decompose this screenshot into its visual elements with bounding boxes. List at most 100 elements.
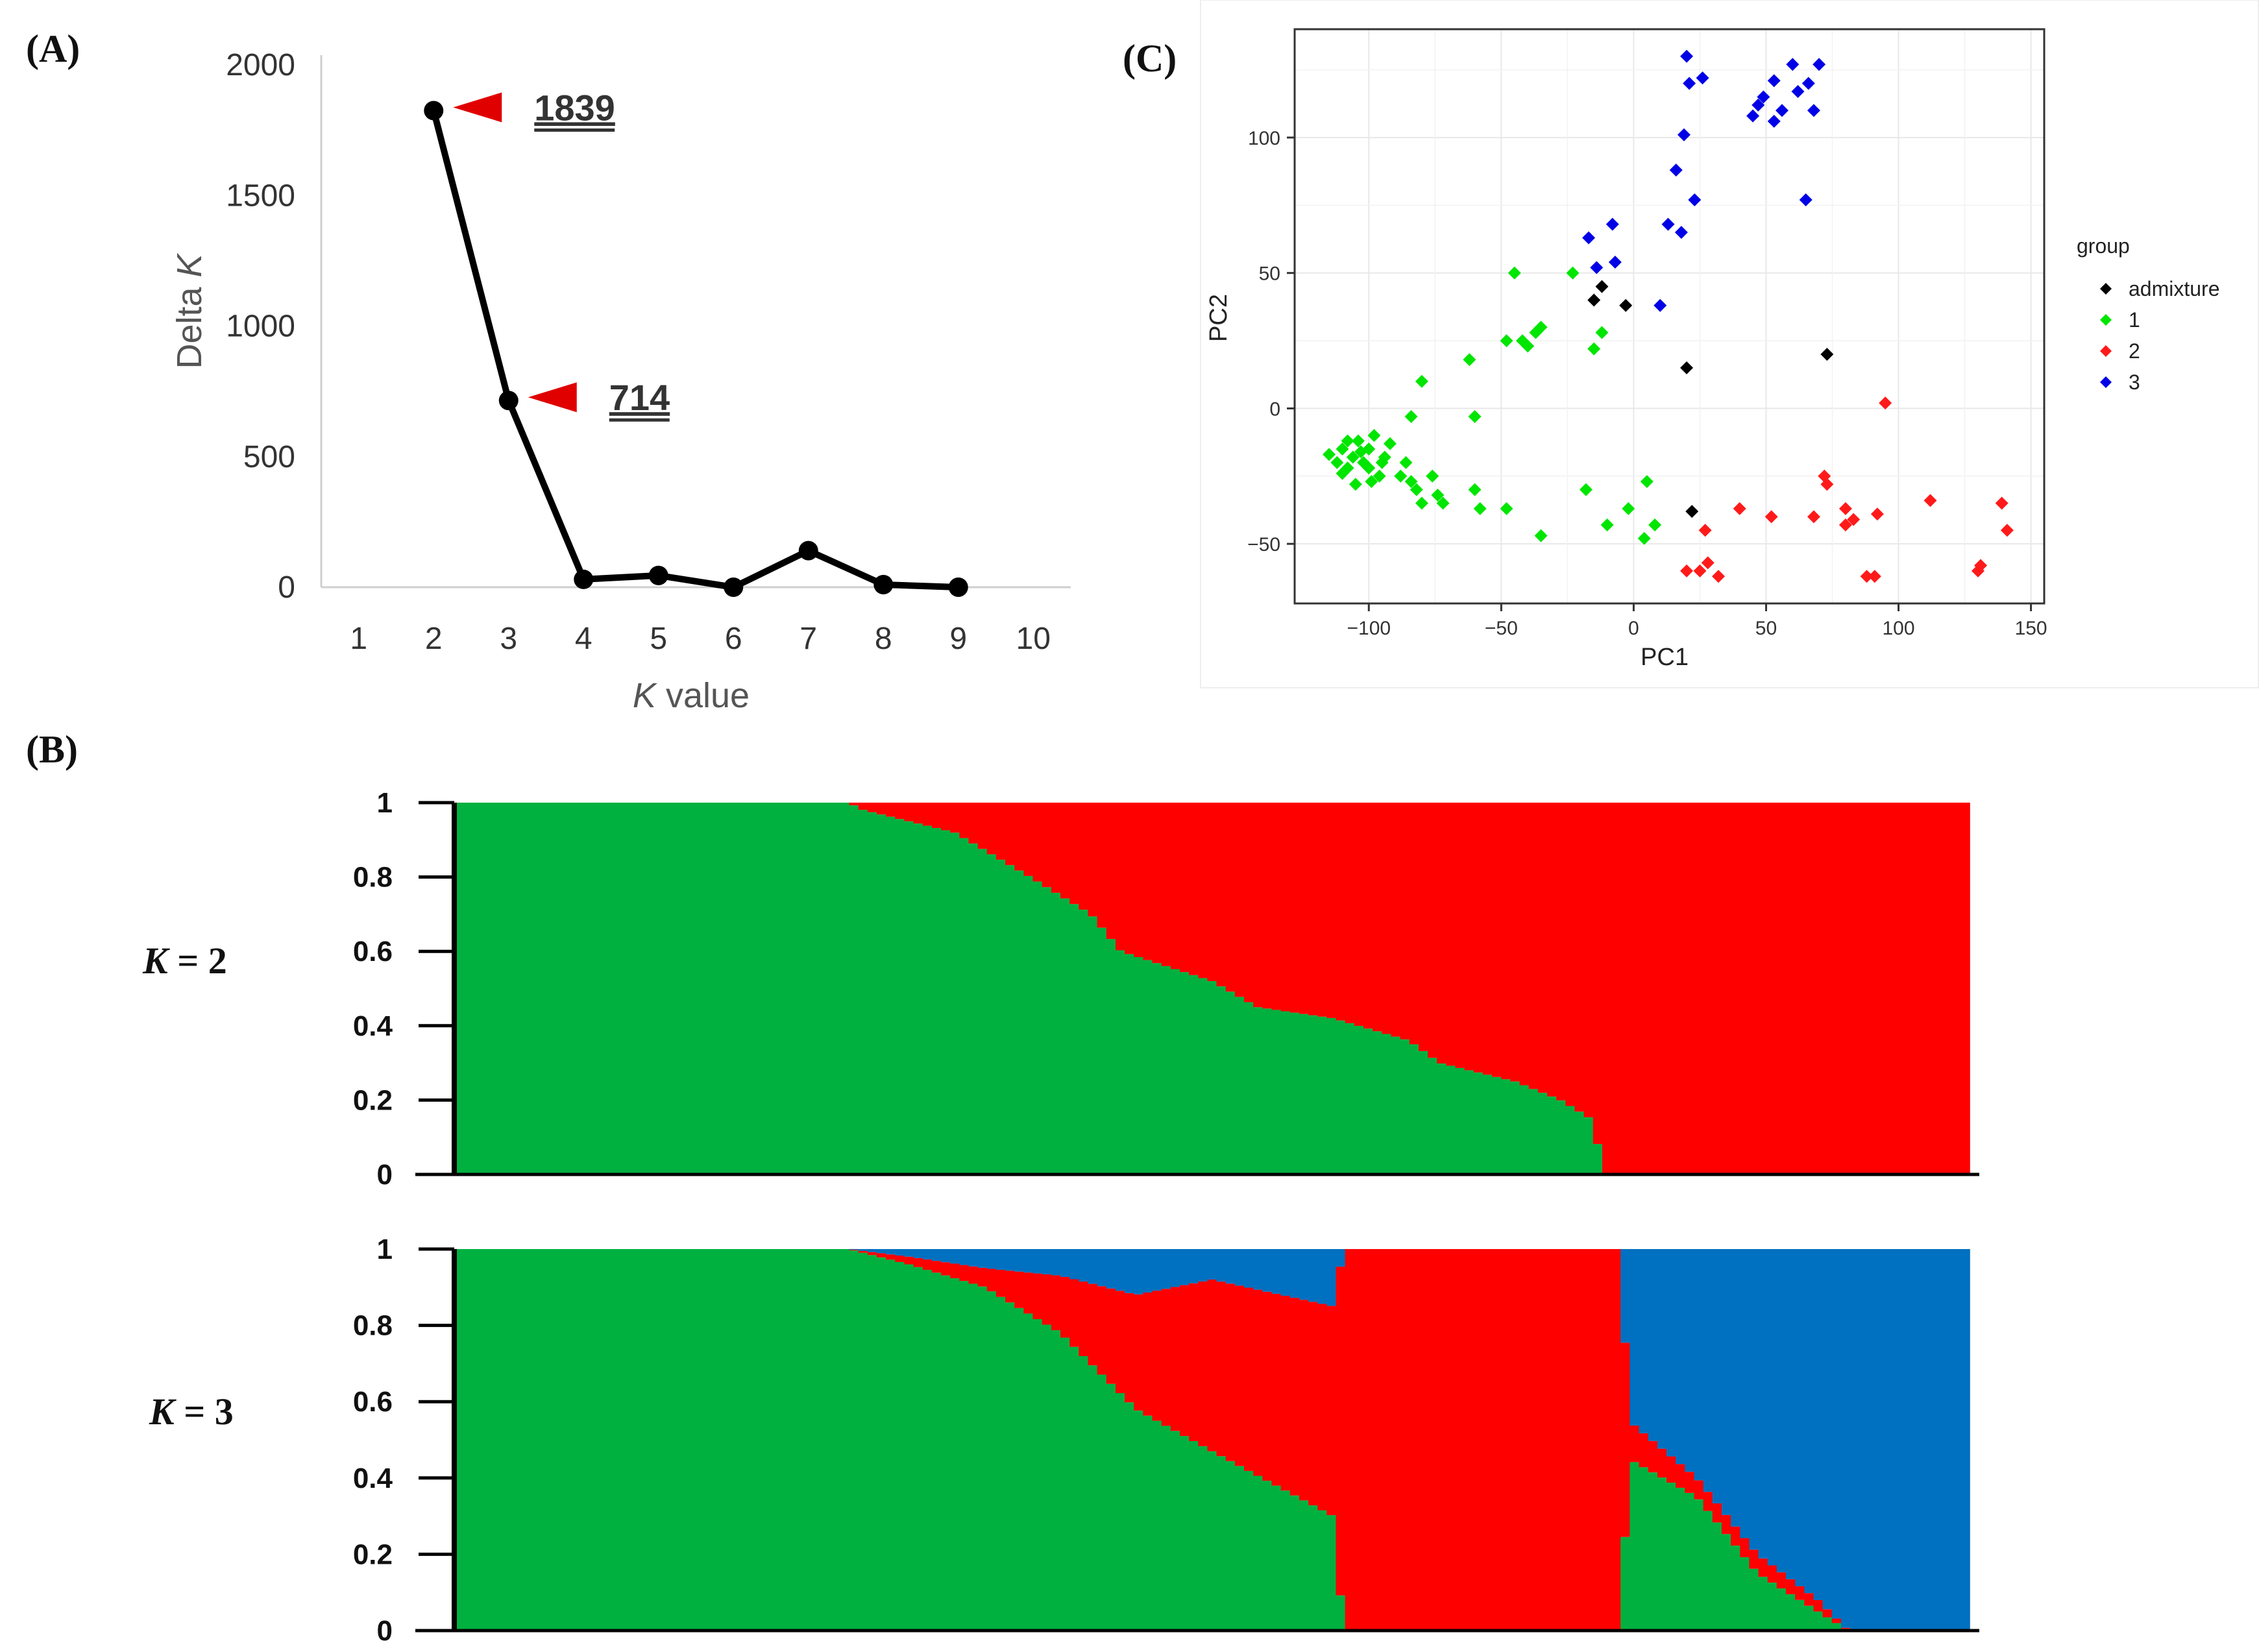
admixture-bar-segment [1831,1618,1842,1623]
pca-point-group-admixture [1587,293,1601,307]
admixture-bar-segment [1115,803,1125,951]
admixture-bar-segment [941,1249,951,1263]
admixture-bar-segment [1428,803,1438,1058]
admixture-ytick-label: 0.2 [353,1538,393,1570]
admixture-bar-segment [1639,803,1649,1174]
pca-point-group-3 [1674,226,1688,239]
admixture-bar-segment [1345,1249,1355,1631]
admixture-bar-segment [1767,803,1777,1174]
admixture-bar-segment [1556,803,1567,1100]
admixture-bar-segment [1032,881,1043,1174]
admixture-bar-segment [913,803,923,824]
admixture-bar-segment [1593,1144,1603,1174]
admixture-bar-segment [564,803,574,1174]
admixture-bar-segment [1244,1249,1254,1288]
pca-point-group-2 [1693,564,1707,577]
delta-k-ylabel: Delta K [170,252,209,369]
admixture-bar-segment [1942,1249,1952,1631]
admixture-bar-segment [1400,1039,1410,1174]
admixture-bar-segment [1583,1117,1594,1174]
admixture-bar-segment [528,803,538,1174]
delta-k-point [498,391,519,411]
admixture-bar-segment [794,803,804,1174]
panel-label-c: (C) [1123,37,1177,80]
admixture-bar-segment [1620,1249,1631,1343]
admixture-bar-segment [1492,1076,1502,1174]
admixture-bar-segment [1051,803,1061,893]
pca-point-group-3 [1757,90,1770,104]
admixture-bar-segment [491,803,501,1174]
admixture-bar-segment [959,1281,970,1631]
admixture-bar-segment [1179,1285,1190,1437]
admixture-bar-segment [1831,1623,1842,1631]
admixture-bar-segment [1731,1526,1741,1546]
admixture-bar-segment [1216,1249,1227,1282]
admixture-bar-segment [922,1270,933,1631]
admixture-bar-segment [1776,1572,1787,1588]
admixture-bar-segment [1767,1583,1777,1631]
admixture-bar-segment [913,823,923,1174]
admixture-bar-segment [822,1249,832,1631]
admixture-bar-segment [1170,969,1180,1174]
admixture-bar-segment [1795,1599,1805,1631]
admixture-bar-segment [950,803,960,833]
pca-point-group-1 [1436,496,1450,510]
admixture-bar-segment [1051,892,1061,1174]
admixture-bar-segment [1042,1324,1052,1631]
admixture-bar-segment [995,1269,1006,1297]
admixture-bar-segment [867,1249,877,1252]
admixture-bar-segment [1097,803,1107,928]
admixture-bar-segment [1813,1599,1824,1612]
pca-ytick-label: 100 [1248,128,1280,149]
admixture-bar-segment [1253,803,1264,1008]
pca-point-group-1 [1463,353,1476,367]
admixture-bar-segment [1271,1485,1282,1631]
admixture-bar-segment [950,1278,960,1631]
admixture-bar-segment [555,803,565,1174]
admixture-bar-segment [1648,1249,1658,1441]
pca-legend-label: admixture [2129,277,2220,300]
admixture-bar-segment [876,1253,886,1257]
admixture-bar-segment [1749,1568,1759,1631]
admixture-bar-segment [1942,803,1952,1174]
admixture-bar-segment [1712,803,1722,1174]
admixture-bar-segment [1767,1565,1777,1583]
pca-point-group-3 [1661,217,1675,231]
admixture-bar-segment [840,1249,850,1631]
admixture-bar-segment [1785,1249,1796,1579]
admixture-bar-segment [1749,803,1759,1174]
admixture-bar-segment [1317,1016,1328,1174]
admixture-bar-segment [867,1255,877,1631]
admixture-bar-segment [674,803,685,1174]
admixture-bar-segment [1143,1415,1153,1631]
admixture-bar-segment [1363,1028,1373,1174]
admixture-bar-segment [931,1249,942,1261]
pca-point-group-1 [1336,467,1349,480]
admixture-bar-segment [1289,1298,1300,1496]
admixture-bar-segment [1088,1249,1098,1284]
admixture-bar-segment [1482,1075,1493,1174]
admixture-bar-segment [1280,1011,1291,1174]
admixture-bar-segment [1676,1464,1686,1488]
admixture-bar-segment [610,803,620,1174]
pca-point-group-1 [1500,502,1513,515]
admixture-bar-segment [1703,1492,1713,1511]
delta-k-ytick-label: 1000 [226,310,295,344]
pca-point-group-1 [1415,496,1428,510]
admixture-bar-segment [656,803,666,1174]
admixture-bar-segment [1519,1249,1530,1631]
admixture-bar-segment [1667,803,1676,1174]
admixture-bar-segment [1014,1307,1025,1631]
admixture-bar-segment [858,810,868,1174]
admixture-bar-segment [1143,803,1153,960]
admixture-bar-segment [1079,1355,1089,1631]
admixture-bar-segment [1289,1012,1300,1174]
admixture-bar-segment [849,1249,859,1250]
admixture-bar-segment [1537,1249,1548,1631]
admixture-bar-segment [1574,1249,1585,1631]
admixture-bar-segment [729,1249,740,1631]
admixture-bar-segment [895,819,905,1174]
admixture-bar-segment [1776,1588,1787,1631]
admixture-bar-segment [1960,803,1970,1174]
